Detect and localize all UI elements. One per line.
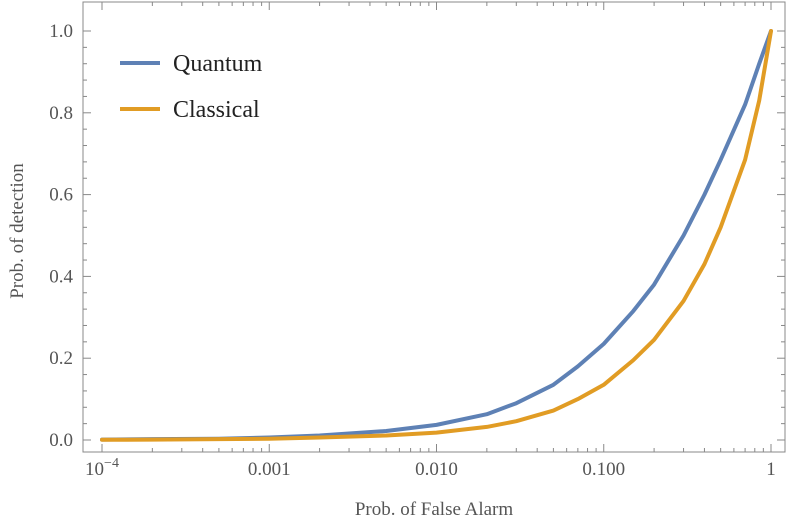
y-tick-label: 0.8 <box>49 103 73 124</box>
legend-label-classical: Classical <box>173 97 260 123</box>
series-line-classical <box>100 29 773 442</box>
x-tick-label: 1 <box>766 459 776 480</box>
y-tick-label: 0.4 <box>49 266 73 287</box>
y-axis-title: Prob. of detection <box>7 163 28 299</box>
axis-ticks: 0.0 0.2 0.4 0.6 0.8 1.0 10−4 0.001 0.010 0.100 1 <box>49 2 785 480</box>
x-tick-label: 0.100 <box>582 459 625 480</box>
x-tick-label: 0.010 <box>415 459 458 480</box>
series-line-quantum <box>100 29 773 442</box>
x-tick-label: 10−4 <box>85 456 119 480</box>
x-tick-label-base: 10 <box>85 459 104 480</box>
y-tick-label: 0.6 <box>49 185 73 206</box>
x-tick-label-exponent: −4 <box>104 456 119 471</box>
x-tick-label: 0.001 <box>248 459 291 480</box>
legend: Quantum Classical <box>120 51 263 123</box>
series-group <box>100 29 773 442</box>
y-tick-label: 1.0 <box>49 21 73 42</box>
y-tick-label: 0.2 <box>49 348 73 369</box>
y-tick-label: 0.0 <box>49 430 73 451</box>
legend-label-quantum: Quantum <box>173 51 263 77</box>
x-axis-title: Prob. of False Alarm <box>355 499 514 520</box>
